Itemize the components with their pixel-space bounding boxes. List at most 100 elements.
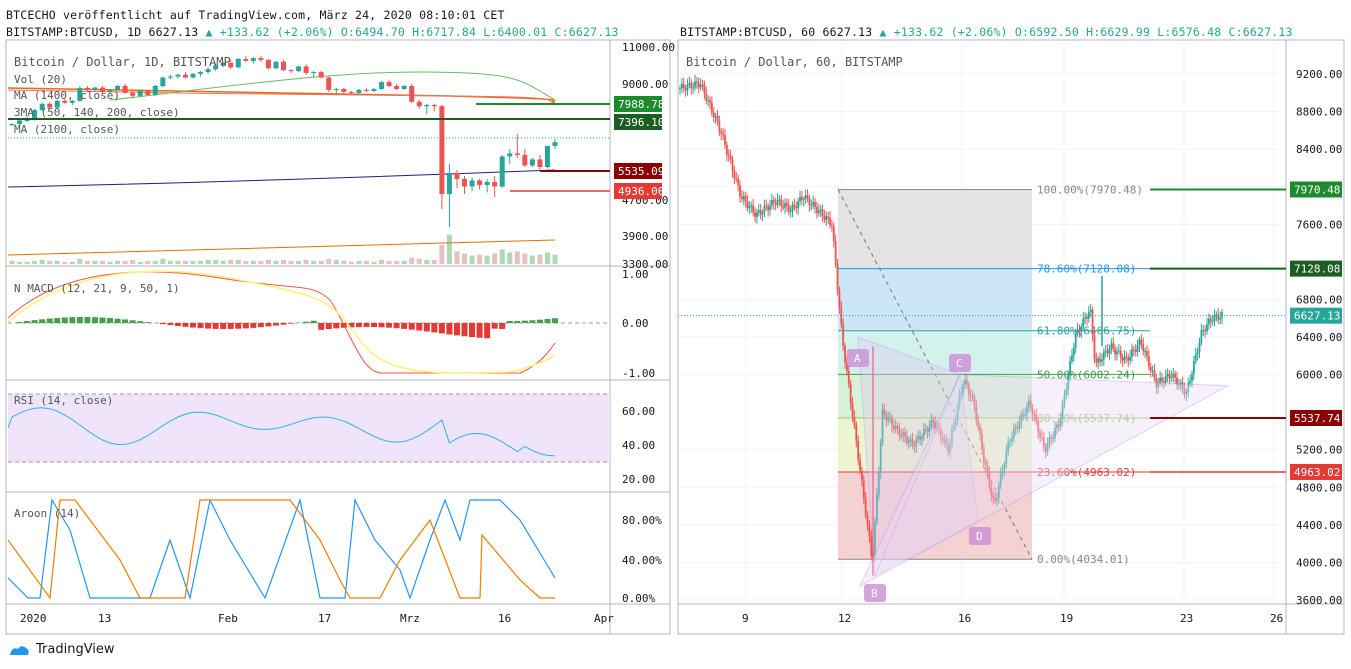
hourly-candle-body	[1059, 418, 1062, 427]
right-y-tick: 6000.00	[1296, 369, 1342, 382]
hourly-candle-body	[740, 196, 743, 200]
hourly-candle-body	[834, 241, 837, 265]
hourly-candle-body	[1112, 343, 1115, 349]
macd-y-tick: 0.00	[622, 317, 649, 330]
hourly-candle-body	[945, 439, 948, 444]
hourly-candle-body	[915, 439, 918, 447]
hourly-candle-body	[701, 84, 704, 86]
volume-bar	[220, 260, 226, 264]
hourly-candle-body	[705, 93, 708, 101]
hourly-candle-body	[757, 210, 760, 213]
macd-histogram-bar	[212, 323, 219, 329]
volume-bar	[341, 260, 347, 264]
hourly-candle-body	[900, 435, 903, 437]
hourly-candle-body	[819, 209, 822, 211]
volume-bar	[54, 260, 60, 264]
volume-bar	[424, 259, 430, 264]
volume-bar	[69, 261, 75, 264]
hourly-candle-body	[1093, 334, 1096, 359]
right-price-tag: 5537.74	[1294, 412, 1341, 425]
macd-histogram-bar	[144, 322, 151, 323]
macd-histogram-bar	[174, 323, 181, 327]
candle-body	[409, 85, 415, 102]
candle-body	[32, 110, 38, 121]
macd-histogram-bar	[137, 321, 144, 323]
macd-histogram-bar	[24, 321, 31, 323]
aroon-down-line	[7, 499, 555, 600]
volume-bar	[9, 260, 15, 264]
candle-body	[529, 159, 535, 166]
left-symbol-line: BITSTAMP:BTCUSD, 1D 6627.13 ▲ +133.62 (+…	[6, 25, 619, 39]
hourly-candle-body	[1221, 311, 1223, 318]
left-x-tick: Feb	[218, 612, 238, 625]
hourly-candle-body	[952, 424, 955, 430]
hourly-candle-body	[885, 414, 888, 421]
candle-body	[446, 172, 452, 194]
macd-signal-line	[7, 270, 556, 374]
candle-body	[363, 89, 369, 91]
hourly-candle-body	[913, 445, 916, 447]
candle-body	[492, 181, 498, 187]
volume-bar	[92, 260, 98, 264]
candle-body	[281, 61, 286, 71]
macd-histogram-bar	[416, 323, 423, 331]
fib-label: 23.60%(4963.02)	[1037, 466, 1136, 479]
hourly-candle-body	[1164, 376, 1167, 383]
hourly-candle-body	[1198, 342, 1201, 353]
right-y-tick: 5200.00	[1296, 444, 1342, 457]
hourly-candle-body	[932, 420, 935, 423]
hourly-candle-body	[769, 205, 771, 211]
left-y-tick: 11000.00	[622, 41, 675, 54]
volume-bar	[228, 259, 234, 264]
macd-histogram-bar	[39, 319, 46, 323]
hourly-candle-body	[898, 428, 901, 436]
candle-body	[431, 104, 437, 107]
hourly-candle-body	[907, 440, 910, 444]
hourly-candle-body	[973, 396, 976, 406]
macd-histogram-bar	[446, 323, 453, 335]
hourly-candle-body	[1014, 426, 1017, 429]
hourly-candle-body	[1149, 366, 1152, 371]
hourly-candle-body	[827, 216, 830, 218]
right-price-tag-bg	[1290, 307, 1342, 324]
candle-body	[182, 74, 188, 78]
right-price-tag-bg	[1290, 260, 1342, 277]
candle-body	[24, 120, 30, 122]
hourly-candle-body	[951, 429, 953, 444]
hourly-candle-body	[891, 417, 893, 426]
candle-body	[213, 65, 219, 70]
macd-histogram-bar	[16, 322, 23, 323]
hourly-candle-body	[994, 498, 996, 501]
hourly-candle-body	[1026, 406, 1028, 415]
macd-histogram-bar	[205, 323, 212, 329]
hourly-candle-body	[1183, 388, 1186, 395]
volume-bar	[39, 259, 45, 264]
fib-label: 61.80%(6466.75)	[1037, 325, 1136, 338]
right-y-tick: 4000.00	[1296, 556, 1342, 569]
hourly-candle-body	[1067, 375, 1070, 390]
hourly-candle-body	[791, 205, 794, 211]
hourly-candle-body	[1052, 437, 1055, 440]
hourly-candle-body	[729, 156, 732, 160]
hourly-candle-body	[1009, 441, 1011, 443]
macd-histogram-bar	[386, 323, 393, 328]
pattern-point-label: B	[871, 587, 878, 600]
hourly-candle-body	[804, 195, 807, 200]
hourly-candle-body	[1005, 451, 1008, 465]
macd-histogram-bar	[378, 323, 385, 328]
aroon-up-line	[7, 497, 556, 601]
candle-body	[205, 69, 211, 72]
volume-bar	[77, 258, 83, 264]
fib-label: 78.60%(7128.08)	[1037, 263, 1136, 276]
hourly-candle-body	[894, 425, 897, 430]
candle-body	[175, 74, 181, 77]
tradingview-brand[interactable]: TradingView	[8, 642, 115, 657]
candle-body	[167, 76, 173, 78]
candle-body	[84, 87, 90, 90]
candle-body	[250, 58, 256, 61]
volume-bar	[130, 259, 136, 264]
volume-bar	[537, 254, 543, 264]
candle-body	[341, 88, 347, 92]
hourly-candle-body	[825, 216, 828, 221]
